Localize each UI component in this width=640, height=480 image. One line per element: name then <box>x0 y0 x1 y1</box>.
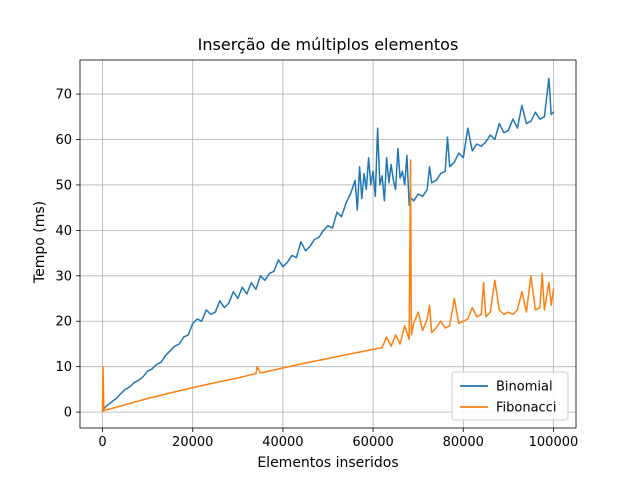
series-line-fibonacci <box>101 159 555 412</box>
legend: Binomial Fibonacci <box>451 371 569 421</box>
x-tick-label: 80000 <box>443 435 484 450</box>
legend-entry: Fibonacci <box>496 401 556 416</box>
y-tick-label: 10 <box>55 360 72 375</box>
x-tick-label: 60000 <box>352 435 393 450</box>
x-tick-label: 0 <box>98 435 106 450</box>
legend-box <box>451 371 569 421</box>
y-tick-label: 50 <box>55 178 72 193</box>
plot-frame <box>79 59 577 429</box>
grid <box>80 60 576 428</box>
series-line-binomial <box>101 77 555 413</box>
x-tick-label: 20000 <box>172 435 213 450</box>
y-tick-label: 30 <box>55 269 72 284</box>
y-tick-label: 60 <box>55 133 72 148</box>
x-tick-label: 100000 <box>529 435 579 450</box>
y-tick-label: 40 <box>55 224 72 239</box>
legend-entry: Binomial <box>496 380 553 395</box>
x-tick-label: 40000 <box>262 435 303 450</box>
chart-title: Inserção de múltiplos elementos <box>198 35 459 54</box>
x-axis-label: Elementos inseridos <box>257 455 398 471</box>
y-tick-label: 20 <box>55 315 72 330</box>
ticks: 0 20000 40000 60000 80000 100000 0 10 20 30 40 50 60… <box>55 88 578 450</box>
y-axis-label: Tempo (ms) <box>32 201 48 284</box>
y-tick-label: 70 <box>55 88 72 103</box>
y-tick-label: 0 <box>64 406 72 421</box>
series-layer <box>101 77 555 413</box>
